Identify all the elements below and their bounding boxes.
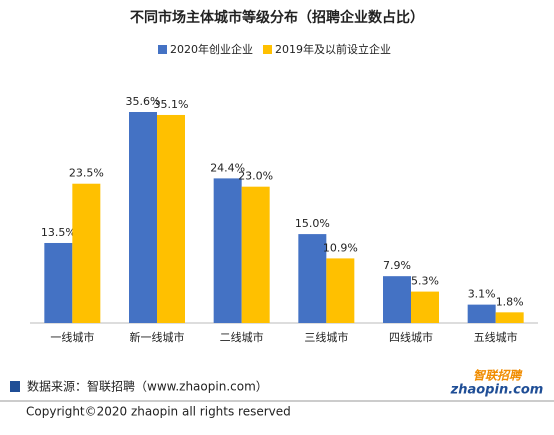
source: 数据来源：智联招聘（www.zhaopin.com） xyxy=(27,379,268,394)
bar xyxy=(241,186,270,323)
value-label: 5.3% xyxy=(411,275,439,288)
logo-en: zhaopin.com xyxy=(450,383,544,398)
bar xyxy=(157,114,185,323)
x-tick-label: 新一线城市 xyxy=(130,330,185,344)
x-tick-label: 三线城市 xyxy=(304,330,348,344)
legend-swatch xyxy=(158,45,167,54)
bar xyxy=(467,304,496,323)
logo-cn: 智联招聘 xyxy=(473,369,523,383)
legend-swatch xyxy=(263,45,272,54)
value-label: 7.9% xyxy=(383,259,411,272)
value-label: 35.1% xyxy=(154,98,189,111)
value-label: 24.4% xyxy=(210,161,245,174)
bar xyxy=(383,276,411,323)
value-label: 13.5% xyxy=(41,226,76,239)
bar xyxy=(298,234,327,323)
source-icon xyxy=(10,381,20,392)
x-tick-label: 二线城市 xyxy=(220,330,264,344)
x-tick-label: 四线城市 xyxy=(389,330,433,344)
x-tick-label: 一线城市 xyxy=(50,330,94,344)
bar xyxy=(213,178,242,323)
value-label: 23.5% xyxy=(69,167,104,180)
legend-label: 2020年创业企业 xyxy=(170,42,253,56)
copyright: Copyright©2020 zhaopin all rights reserv… xyxy=(26,405,291,419)
bar xyxy=(411,291,439,323)
chart-title: 不同市场主体城市等级分布（招聘企业数占比） xyxy=(130,9,424,26)
x-tick-label: 五线城市 xyxy=(474,330,518,344)
bar xyxy=(495,312,524,323)
bar xyxy=(72,183,101,323)
bar xyxy=(129,112,157,323)
value-label: 10.9% xyxy=(323,241,358,254)
value-label: 23.0% xyxy=(238,170,273,183)
value-label: 3.1% xyxy=(468,288,496,301)
bar xyxy=(44,242,73,323)
bar xyxy=(326,258,355,323)
legend-label: 2019年及以前设立企业 xyxy=(275,42,391,56)
value-label: 1.8% xyxy=(496,295,524,308)
value-label: 15.0% xyxy=(295,217,330,230)
value-label: 35.6% xyxy=(126,95,161,108)
